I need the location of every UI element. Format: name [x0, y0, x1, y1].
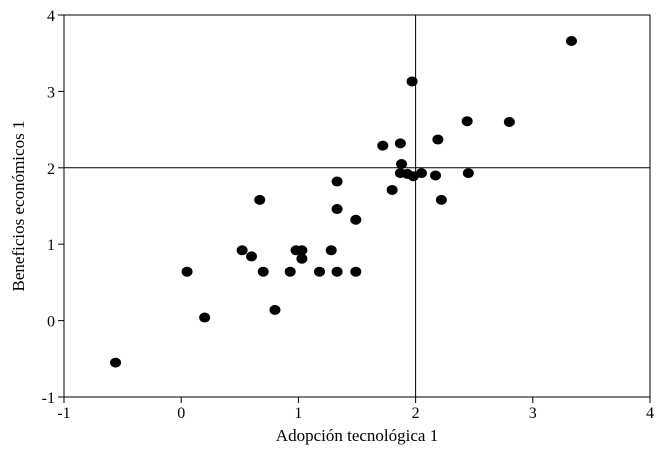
y-tick-label: 0	[47, 314, 55, 331]
data-point	[565, 35, 577, 46]
data-point	[331, 204, 343, 215]
y-tick-label: 4	[47, 8, 55, 25]
x-tick-label: 0	[177, 405, 185, 422]
data-point	[394, 138, 406, 149]
y-tick-label: 1	[47, 237, 55, 254]
data-point	[461, 116, 473, 127]
data-point	[386, 184, 398, 195]
data-point	[430, 170, 442, 181]
data-point	[313, 266, 325, 277]
data-point	[257, 266, 269, 277]
data-point	[199, 312, 211, 323]
y-axis-title: Beneficios económicos 1	[9, 121, 28, 292]
x-tick-label: 3	[529, 405, 537, 422]
data-point	[396, 158, 408, 169]
data-point	[415, 168, 427, 179]
x-tick-label: 2	[412, 405, 420, 422]
data-point	[331, 266, 343, 277]
data-point	[254, 194, 266, 205]
data-point	[296, 245, 308, 256]
y-tick-label: 3	[47, 84, 55, 101]
data-point	[350, 214, 362, 225]
data-point	[246, 251, 258, 262]
data-point	[350, 266, 362, 277]
x-tick-label: 4	[646, 405, 654, 422]
data-point	[110, 357, 122, 368]
y-tick-label: 2	[47, 161, 55, 178]
plot-frame	[63, 14, 651, 398]
data-point	[377, 140, 389, 151]
data-point	[236, 245, 248, 256]
data-point	[435, 194, 447, 205]
data-point	[284, 266, 296, 277]
x-tick-label: 1	[294, 405, 302, 422]
data-point	[406, 76, 418, 87]
data-point	[331, 176, 343, 187]
data-point	[296, 253, 308, 264]
data-point	[269, 304, 281, 315]
data-point	[503, 116, 515, 127]
data-point	[325, 245, 337, 256]
x-tick-label: -1	[57, 405, 70, 422]
data-point	[181, 266, 193, 277]
y-tick-label: -1	[42, 390, 55, 407]
data-point	[432, 134, 444, 145]
data-point	[462, 168, 474, 179]
x-axis-title: Adopción tecnológica 1	[276, 426, 438, 445]
